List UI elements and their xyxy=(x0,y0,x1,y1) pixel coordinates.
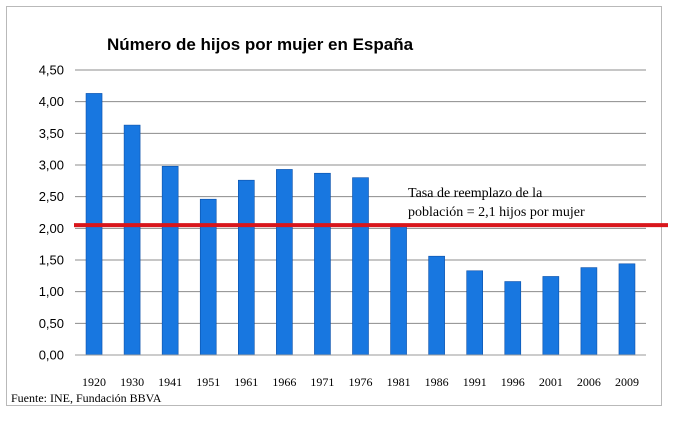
x-tick-label: 1976 xyxy=(349,375,373,389)
y-tick-label: 2,50 xyxy=(39,189,64,204)
x-tick-label: 1966 xyxy=(272,375,296,389)
x-tick-label: 1996 xyxy=(501,375,525,389)
x-tick-label: 1941 xyxy=(158,375,182,389)
source-note: Fuente: INE, Fundación BBVA xyxy=(11,391,162,405)
replacement-rate-label-line1: Tasa de reemplazo de la xyxy=(408,186,543,201)
y-tick-label: 3,00 xyxy=(39,158,64,173)
bar-1986 xyxy=(428,255,445,356)
x-tick-label: 1951 xyxy=(196,375,220,389)
x-tick-label: 1986 xyxy=(425,375,449,389)
y-tick-label: 1,00 xyxy=(39,284,64,299)
y-axis-tick-labels: 0,00 0,50 1,00 1,50 2,00 2,50 3,00 3,50 4,00 4,50 xyxy=(39,63,64,363)
x-tick-label: 1930 xyxy=(120,375,144,389)
bar-1976 xyxy=(352,177,369,356)
bar-1971 xyxy=(314,172,331,356)
replacement-rate-label-line2: población = 2,1 hijos por mujer xyxy=(408,205,585,220)
x-tick-label: 1981 xyxy=(387,375,411,389)
bar-1991 xyxy=(466,270,484,356)
x-tick-label: 1991 xyxy=(463,375,487,389)
x-tick-label: 1971 xyxy=(310,375,334,389)
x-axis-tick-labels: 1920 1930 1941 1951 1961 1966 1971 1976 1981 1986… xyxy=(82,375,639,389)
x-tick-label: 2006 xyxy=(577,375,601,389)
y-tick-label: 0,00 xyxy=(39,348,64,363)
bar-2009 xyxy=(618,263,636,356)
bar-1966 xyxy=(276,169,293,356)
bar-1951 xyxy=(199,198,217,356)
y-tick-label: 4,00 xyxy=(39,94,64,109)
bar-1996 xyxy=(504,281,522,356)
bar-1930 xyxy=(123,124,141,356)
y-tick-label: 4,50 xyxy=(39,63,64,78)
chart-title: Número de hijos por mujer en España xyxy=(107,35,414,54)
x-tick-label: 1961 xyxy=(234,375,258,389)
y-tick-label: 2,00 xyxy=(39,221,64,236)
y-tick-label: 3,50 xyxy=(39,126,64,141)
y-tick-label: 0,50 xyxy=(39,316,64,331)
y-tick-label: 1,50 xyxy=(39,253,64,268)
bar-1981 xyxy=(390,225,407,356)
x-tick-label: 2009 xyxy=(615,375,639,389)
x-tick-label: 2001 xyxy=(539,375,563,389)
x-tick-label: 1920 xyxy=(82,375,106,389)
bar-1961 xyxy=(238,179,255,356)
bar-2006 xyxy=(580,267,598,356)
bar-2001 xyxy=(542,276,560,356)
bar-1941 xyxy=(161,165,179,356)
